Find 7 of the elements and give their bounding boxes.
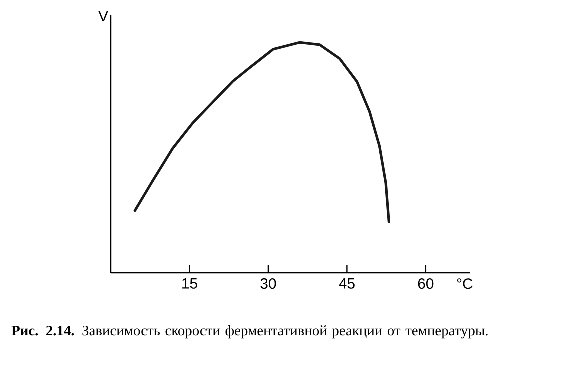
y-axis-title: V bbox=[98, 11, 108, 22]
x-tick-label: 60 bbox=[418, 278, 434, 290]
text: Рис. 2.14. Зависимость скорости ферментативной реакции от температуры. bbox=[12, 326, 488, 339]
x-axis-title: °C bbox=[457, 278, 473, 290]
x-tick-label: 45 bbox=[339, 278, 355, 289]
x-tick-label: 30 bbox=[260, 278, 276, 290]
x-tick-label: 15 bbox=[182, 278, 198, 289]
